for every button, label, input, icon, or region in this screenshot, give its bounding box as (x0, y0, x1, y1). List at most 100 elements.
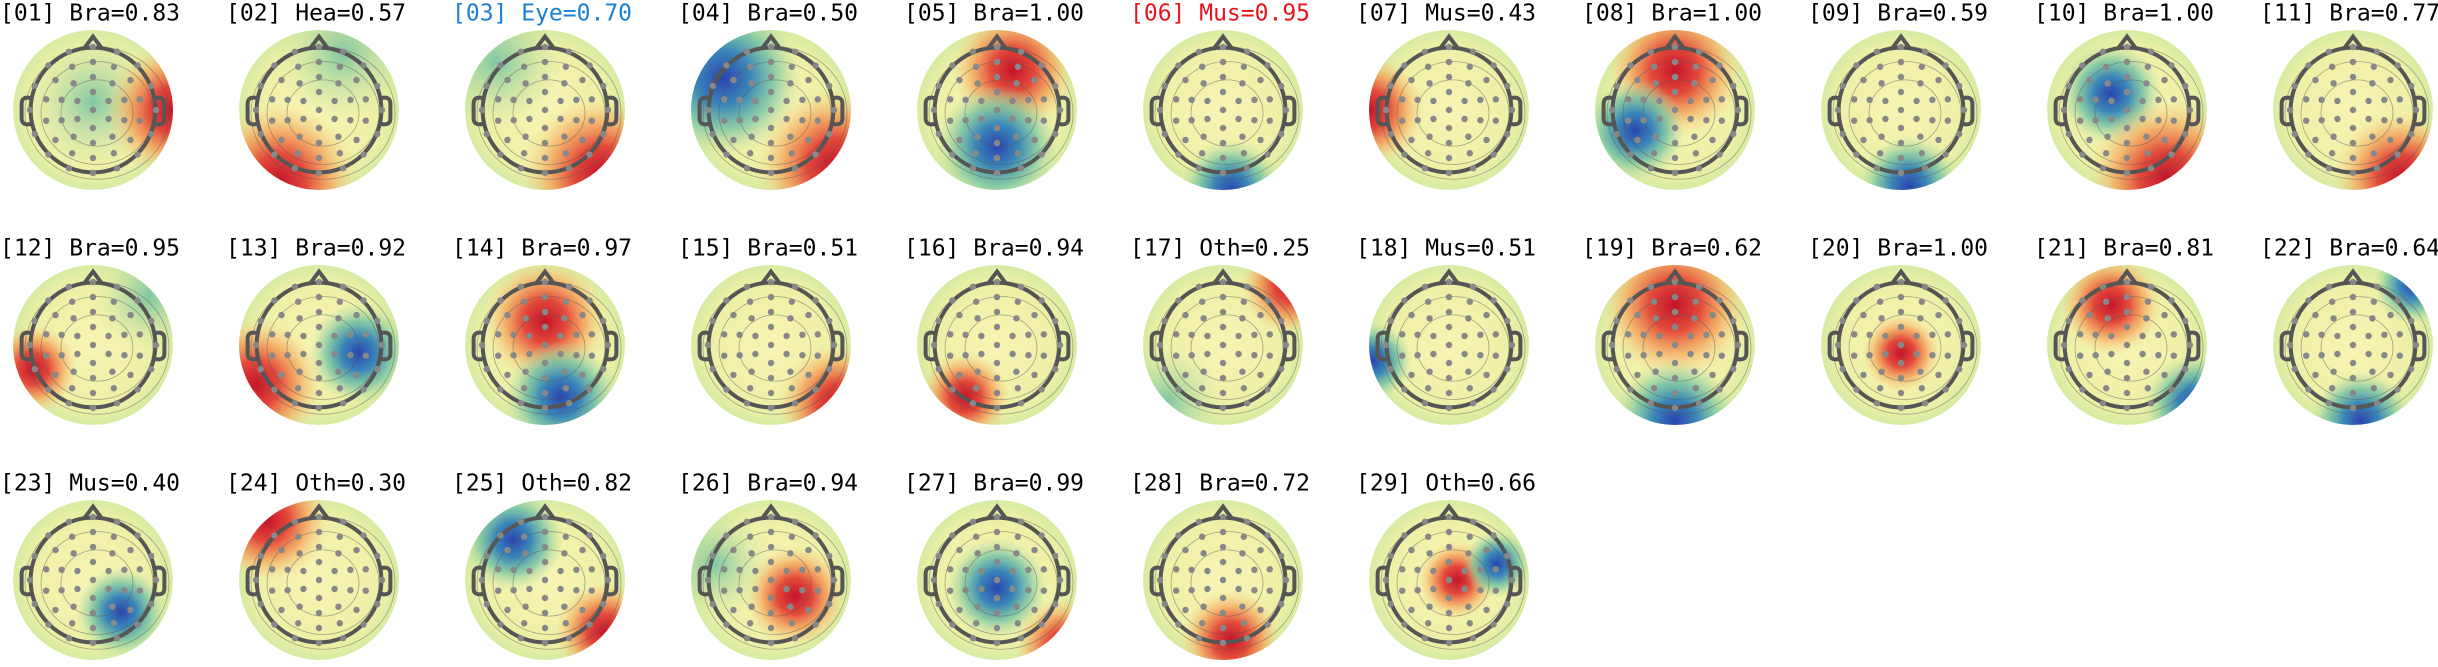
electrode (1038, 532, 1045, 539)
nose (1212, 33, 1234, 50)
electrode (2349, 154, 2357, 162)
electrode (336, 385, 344, 392)
ear (2279, 95, 2292, 127)
electrode (1382, 576, 1390, 584)
electrode (269, 352, 276, 359)
electrode (1716, 297, 1723, 304)
electrode (360, 297, 367, 304)
electrode (557, 585, 564, 593)
electrode (2182, 130, 2189, 138)
electrode (495, 117, 502, 124)
electrode (89, 58, 97, 66)
component: [13] Bra=0.92 (226, 236, 406, 425)
electrode (752, 97, 759, 105)
electrode (1504, 82, 1511, 90)
component: [22] Bra=0.64 (2260, 236, 2438, 425)
electrode (374, 317, 381, 325)
electrode (579, 606, 586, 614)
electrode (526, 567, 533, 575)
electrode (788, 533, 796, 540)
electrode (2092, 331, 2099, 339)
electrode (805, 76, 812, 84)
electrode (1469, 283, 1477, 290)
electrode (353, 606, 360, 614)
electrode (296, 133, 303, 140)
electrode (2144, 150, 2152, 157)
electrode (353, 136, 360, 144)
electrode (1401, 297, 1408, 304)
electrode (257, 317, 264, 325)
electrode (65, 400, 73, 407)
electrode (604, 576, 612, 584)
electrode (1264, 151, 1271, 158)
electrode (497, 151, 504, 158)
electrode (812, 621, 819, 628)
electrode (767, 404, 775, 412)
ear (1736, 330, 1749, 362)
electrode (799, 566, 806, 574)
electrode (1243, 400, 1251, 407)
electrode (788, 150, 796, 157)
electrode (134, 621, 141, 628)
nose (760, 33, 782, 50)
electrode (1278, 552, 1285, 560)
contour (944, 296, 1058, 400)
electrode (1009, 97, 1016, 105)
electrode (2396, 331, 2403, 338)
electrode (788, 63, 796, 70)
electrode (89, 513, 97, 521)
electrode (805, 311, 812, 319)
electrode (974, 80, 981, 87)
electrode (89, 609, 97, 617)
electrode (517, 400, 525, 407)
electrode (252, 576, 260, 584)
electrode (360, 386, 367, 393)
electrode (360, 62, 367, 69)
electrode (1240, 385, 1248, 392)
electrode (1625, 352, 1632, 359)
topomap (465, 30, 625, 190)
electrode (2303, 96, 2310, 103)
electrode (1634, 371, 1641, 379)
electrode (1504, 317, 1511, 325)
electrode (993, 576, 1001, 584)
electrode (495, 352, 502, 359)
electrode (335, 603, 342, 610)
electrode (1278, 130, 1285, 138)
electrode (541, 513, 549, 521)
electrode (1278, 82, 1285, 90)
electrode (1839, 365, 1846, 373)
electrode (1477, 96, 1484, 104)
electrode (1483, 311, 1490, 319)
electrode (541, 43, 549, 51)
nose (308, 503, 330, 520)
electrode (1691, 315, 1698, 322)
electrode (949, 621, 956, 628)
electrode (1913, 115, 1920, 123)
electrode (1921, 283, 1929, 290)
electrode (26, 341, 34, 349)
ear (19, 330, 32, 362)
electrode (497, 621, 504, 628)
electrode (783, 585, 790, 593)
electrode (814, 352, 821, 359)
electrode (1025, 586, 1032, 594)
contour (60, 79, 134, 147)
electrode (1469, 48, 1477, 55)
electrode (1692, 385, 1700, 392)
electrode (1219, 58, 1227, 66)
electrode (541, 124, 549, 132)
electrode (110, 533, 118, 540)
electrode (152, 576, 160, 584)
electrode (993, 278, 1001, 286)
electrode (1461, 585, 1468, 593)
electrode (483, 130, 490, 138)
electrode (767, 513, 775, 521)
electrode (1235, 115, 1242, 123)
electrode (1490, 297, 1497, 304)
electrode (2394, 151, 2401, 158)
ear (471, 565, 484, 597)
electrode (1278, 600, 1285, 608)
ear (606, 95, 619, 127)
electrode (956, 136, 963, 144)
